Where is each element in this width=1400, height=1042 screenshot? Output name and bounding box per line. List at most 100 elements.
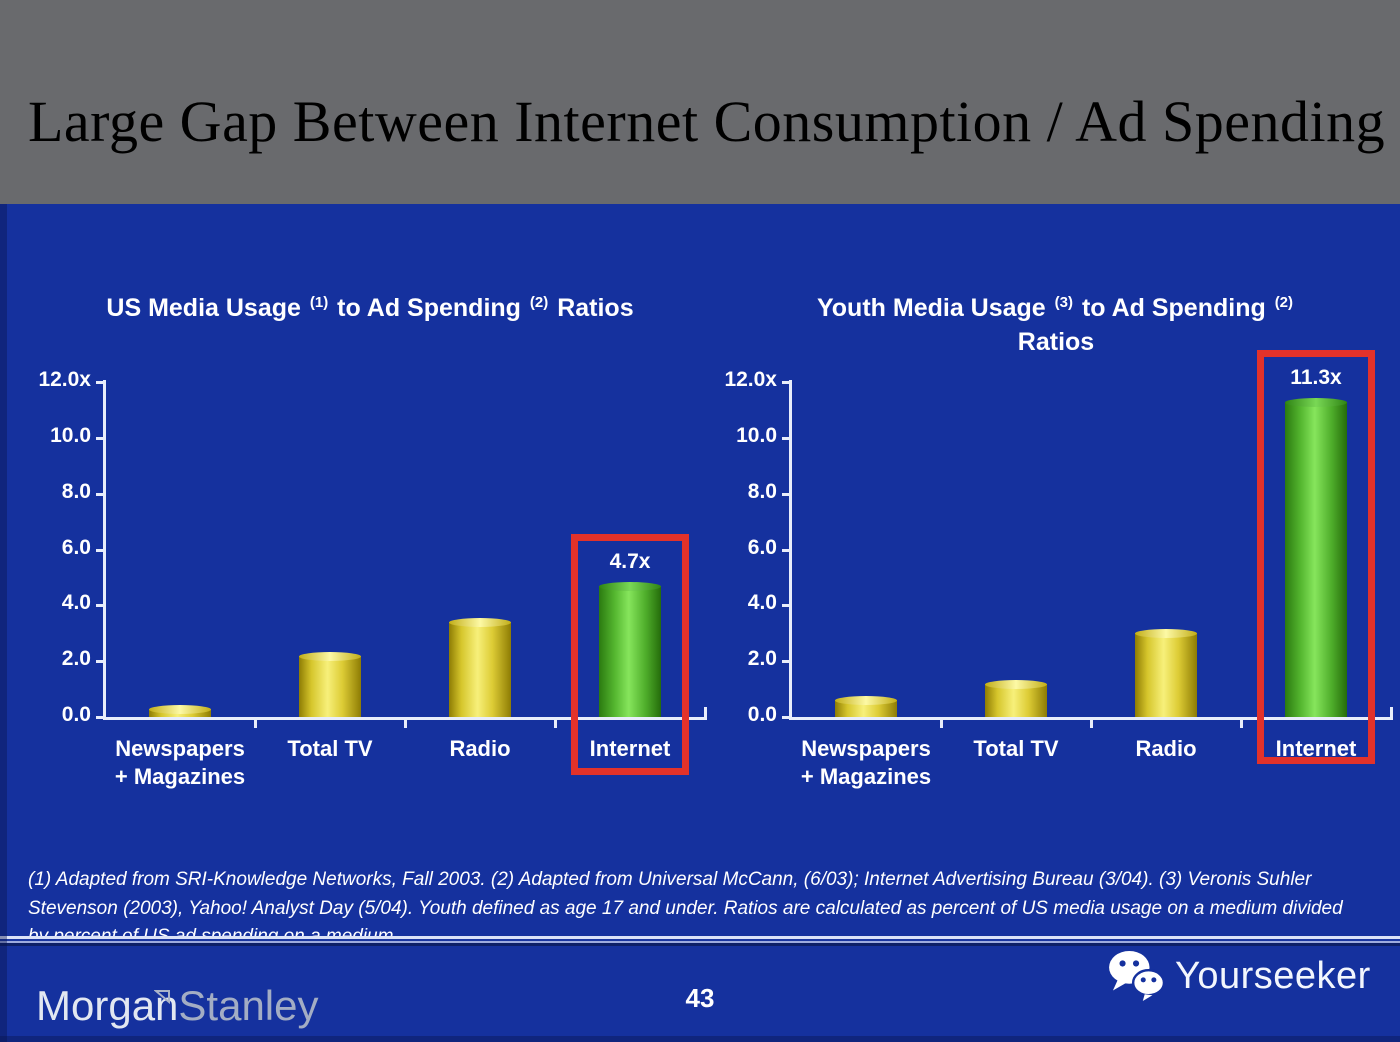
footnote-ref-2: (2) [1274,294,1294,311]
chart-title-text: US Media Usage [106,294,301,322]
chart-title-youth-line2: Ratios [1017,328,1095,356]
y-tick-label: 6.0 [747,535,777,559]
bar-cap [299,651,361,661]
y-tick-mark [782,492,791,496]
bar-total-tv [299,651,361,717]
highlight-box [571,533,689,775]
category-boundary-tick [404,720,407,728]
chart-us-media: US Media Usage (1) to Ad Spending (2) Ra… [30,260,710,820]
category-boundary-tick [940,720,943,728]
y-tick-mark [782,436,791,440]
y-tick-label: 10.0 [50,423,91,447]
highlight-box [1257,349,1375,764]
y-tick-mark [96,492,105,496]
chart-title-text: to Ad Spending [337,294,521,322]
bar-radio [1135,629,1197,717]
chart-title-text: Ratios [557,294,634,322]
bar-value-label: 4.7x [609,549,651,573]
category-boundary-tick [1090,720,1093,728]
category-label-line: + Magazines [800,764,932,789]
category-label-line: Total TV [287,736,373,761]
footnote-line: Stevenson (2003), Yahoo! Analyst Day (5/… [28,897,1343,919]
y-tick-label: 2.0 [747,647,777,671]
category-label-line: Newspapers [115,736,245,761]
watermark-text: Yourseeker [1175,954,1371,997]
chart-title-us: US Media Usage (1) to Ad Spending (2) Ra… [30,294,710,323]
bar-total-tv [985,679,1047,717]
y-tick-label: 6.0 [61,535,91,559]
bar-cap [1135,629,1197,639]
y-tick-mark [782,604,791,608]
category-label-line: Radio [1135,736,1197,761]
chart-title-youth: Youth Media Usage (3) to Ad Spending (2) [716,294,1396,323]
morgan-stanley-logo: MorganStanley [36,982,319,1030]
y-tick-mark [96,660,105,664]
page-number: 43 [685,983,715,1013]
y-tick-label: 12.0x [724,368,777,391]
chart-youth-media: Youth Media Usage (3) to Ad Spending (2)… [716,260,1396,820]
footnote-ref-3: (3) [1054,294,1074,311]
y-tick-mark [96,716,105,719]
chart-title-text: to Ad Spending [1081,294,1266,322]
chart-title-text: Youth Media Usage [816,294,1046,322]
brand-morgan: Morgan [36,982,179,1029]
category-label: Radio [405,735,555,763]
category-label-line: Total TV [973,736,1059,761]
y-tick-label: 8.0 [747,479,777,503]
bar-cap [1285,397,1347,407]
y-tick-mark [96,604,105,608]
y-tick-mark [782,716,791,719]
bar-newspapers-magazines [835,696,897,717]
yourseeker-watermark: Yourseeker [1108,950,1371,1002]
y-tick-mark [782,381,791,384]
x-axis-line [103,717,707,720]
y-tick-mark [96,436,105,440]
bar-internet [599,581,661,717]
category-label: Total TV [941,735,1091,763]
footnote-line: (1) Adapted from SRI-Knowledge Networks,… [28,869,1312,890]
slide-edge-shadow-left [0,204,7,1042]
bar-cap [599,581,661,591]
header-band: Large Gap Between Internet Consumption /… [0,0,1400,204]
category-label-line: Internet [1275,736,1357,761]
category-label: Newspapers + Magazines [105,735,255,791]
category-label: Internet [555,735,705,763]
bar-plot-us: 0.0 2.0 4.0 6.0 8.0 10.0 12.0x Newspapers + Maga… [30,260,710,820]
bar-cap [985,679,1047,689]
brand-stanley: Stanley [178,982,319,1029]
y-tick-label: 0.0 [61,703,91,726]
x-axis-end-tick [1390,707,1393,717]
slide-edge-shadow-bottom [0,1036,1400,1042]
category-boundary-tick [554,720,557,728]
y-tick-label: 0.0 [747,703,777,726]
y-tick-label: 8.0 [61,479,91,503]
y-tick-label: 12.0x [38,368,91,391]
category-label-line: Internet [589,736,671,761]
bar-cap [835,696,897,706]
category-label: Radio [1091,735,1241,763]
bar-value-label: 11.3x [1290,365,1342,389]
category-label: Total TV [255,735,405,763]
category-label-line: + Magazines [114,764,246,789]
y-tick-label: 2.0 [61,647,91,671]
y-tick-label: 4.0 [61,591,91,615]
category-label: Newspapers + Magazines [791,735,941,791]
page-title: Large Gap Between Internet Consumption /… [28,89,1386,154]
wechat-icon [1109,950,1166,1002]
category-label-line: Radio [449,736,511,761]
footer-divider [0,936,1400,946]
y-tick-mark [782,660,791,664]
x-axis-end-tick [704,707,707,717]
bar-cap [449,618,511,628]
x-axis-line [789,717,1393,720]
category-label: Internet [1241,735,1391,763]
y-tick-label: 4.0 [747,591,777,615]
y-tick-mark [96,381,105,384]
category-label-line: Newspapers [801,736,931,761]
category-boundary-tick [254,720,257,728]
bar-internet [1285,397,1347,717]
footnote-ref-1: (1) [309,294,329,311]
bar-cap [149,704,211,714]
footnote-ref-2: (2) [529,294,549,311]
